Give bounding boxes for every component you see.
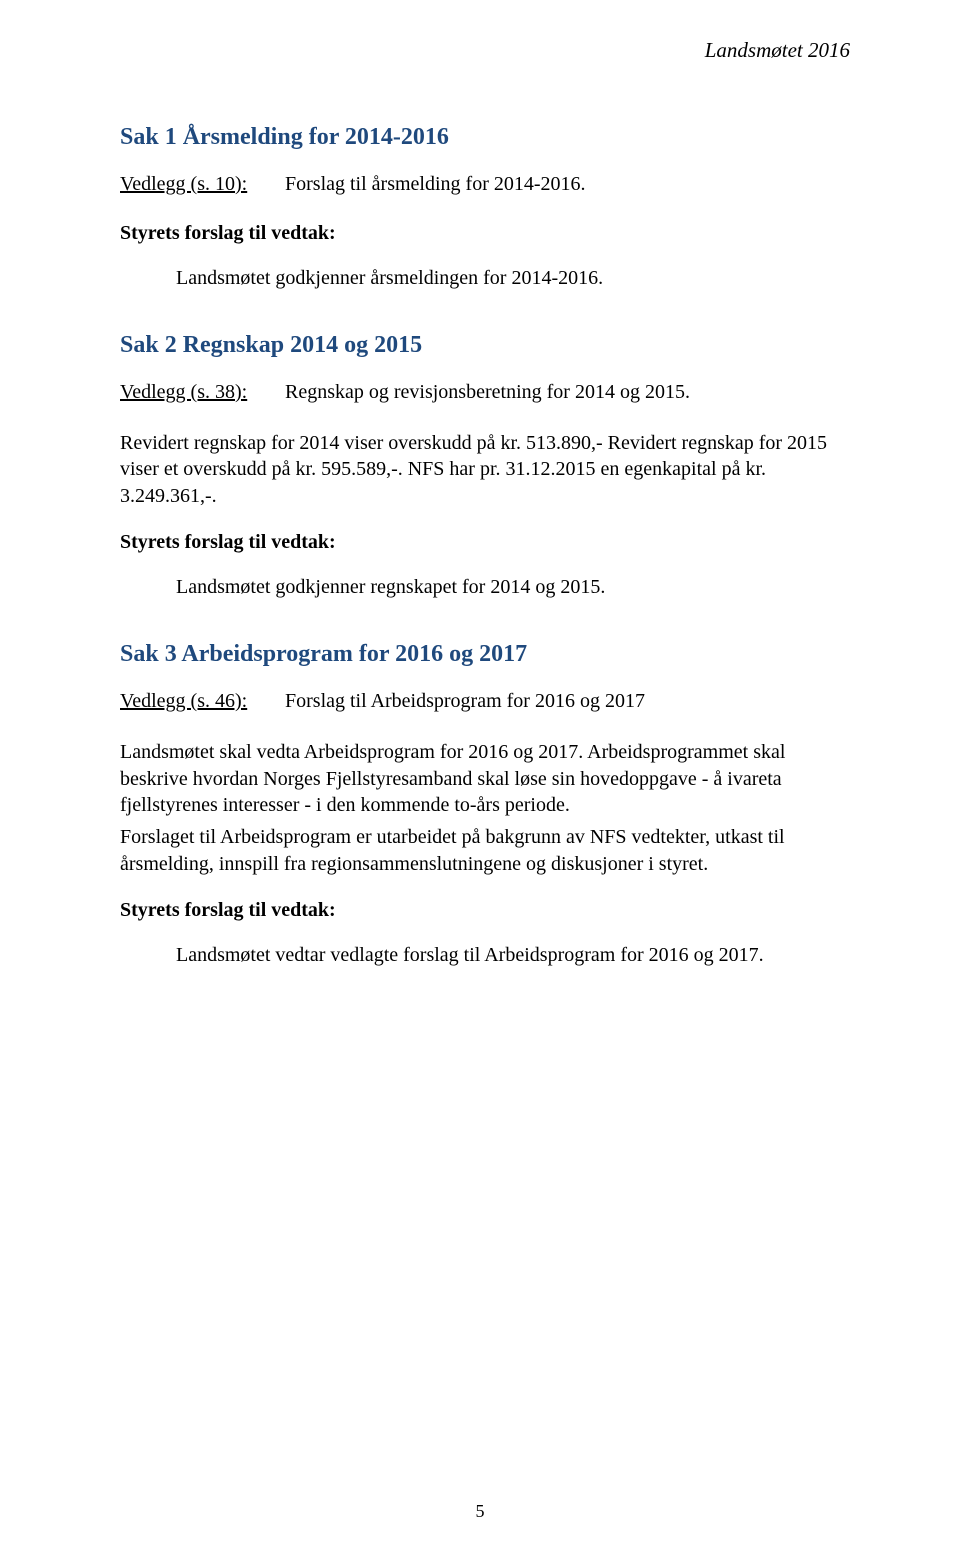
document-body: Sak 1 Årsmelding for 2014-2016 Vedlegg (… <box>120 124 850 967</box>
sak-1-vedtak: Landsmøtet godkjenner årsmeldingen for 2… <box>176 267 850 290</box>
sak-3-forslag-label: Styrets forslag til vedtak: <box>120 899 850 922</box>
sak-3-block: Sak 3 Arbeidsprogram for 2016 og 2017 Ve… <box>120 641 850 967</box>
sak-2-vedlegg-row: Vedlegg (s. 38): Regnskap og revisjonsbe… <box>120 381 850 404</box>
sak-1-block: Sak 1 Årsmelding for 2014-2016 Vedlegg (… <box>120 124 850 290</box>
sak-2-forslag-label: Styrets forslag til vedtak: <box>120 531 850 554</box>
sak-3-paragraph-2: Forslaget til Arbeidsprogram er utarbeid… <box>120 824 850 877</box>
page-number: 5 <box>0 1501 960 1522</box>
running-header: Landsmøtet 2016 <box>705 38 850 63</box>
sak-3-vedtak: Landsmøtet vedtar vedlagte forslag til A… <box>176 944 850 967</box>
sak-2-block: Sak 2 Regnskap 2014 og 2015 Vedlegg (s. … <box>120 332 850 599</box>
sak-2-paragraph: Revidert regnskap for 2014 viser oversku… <box>120 430 850 509</box>
sak-3-vedlegg-label: Vedlegg (s. 46): <box>120 690 285 713</box>
sak-1-forslag-label: Styrets forslag til vedtak: <box>120 222 850 245</box>
sak-2-vedlegg-label: Vedlegg (s. 38): <box>120 381 285 404</box>
sak-3-vedlegg-row: Vedlegg (s. 46): Forslag til Arbeidsprog… <box>120 690 850 713</box>
sak-2-title: Sak 2 Regnskap 2014 og 2015 <box>120 332 850 359</box>
sak-3-vedlegg-value: Forslag til Arbeidsprogram for 2016 og 2… <box>285 690 645 713</box>
sak-1-vedlegg-value: Forslag til årsmelding for 2014-2016. <box>285 173 586 196</box>
sak-1-title: Sak 1 Årsmelding for 2014-2016 <box>120 124 850 151</box>
sak-3-paragraph-1: Landsmøtet skal vedta Arbeidsprogram for… <box>120 739 850 818</box>
sak-3-title: Sak 3 Arbeidsprogram for 2016 og 2017 <box>120 641 850 668</box>
sak-1-vedlegg-label: Vedlegg (s. 10): <box>120 173 285 196</box>
sak-2-vedlegg-value: Regnskap og revisjonsberetning for 2014 … <box>285 381 690 404</box>
sak-2-vedtak: Landsmøtet godkjenner regnskapet for 201… <box>176 576 850 599</box>
sak-1-vedlegg-row: Vedlegg (s. 10): Forslag til årsmelding … <box>120 173 850 196</box>
